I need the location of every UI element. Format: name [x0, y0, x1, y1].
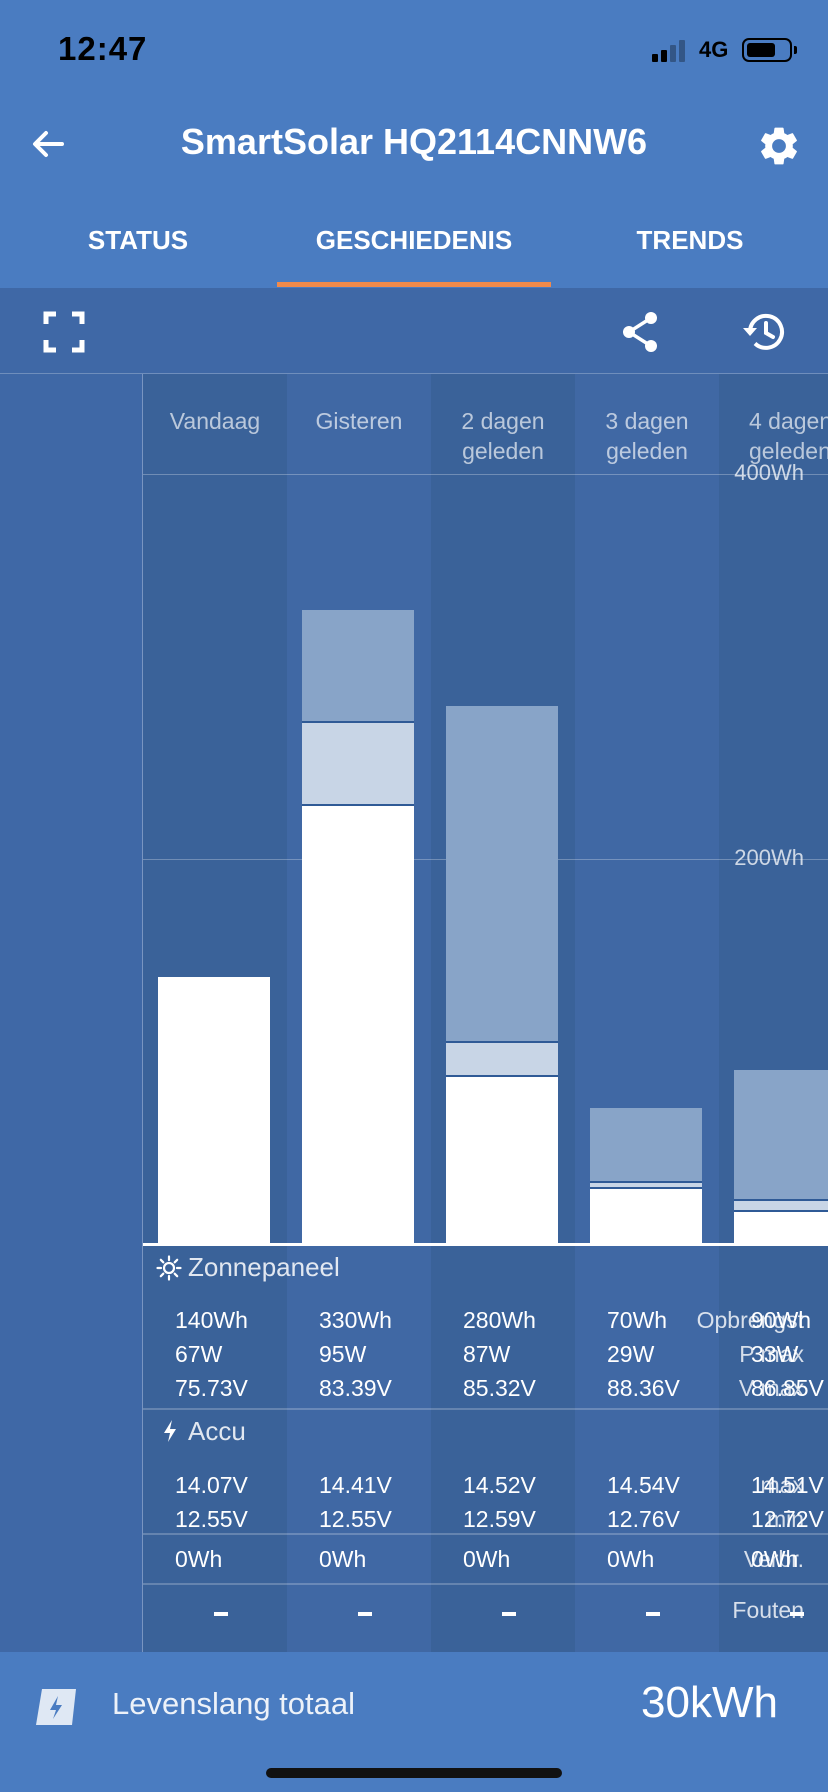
signal-icon [652, 38, 690, 62]
chart-toolbar [0, 288, 828, 374]
solar-cell: 86.85V [751, 1375, 824, 1401]
fullscreen-icon[interactable] [40, 308, 88, 356]
app-header: 12:47 4G SmartSolar HQ2114CNNW6 STATUS G… [0, 0, 828, 288]
page-title: SmartSolar HQ2114CNNW6 [180, 121, 648, 162]
back-arrow-icon[interactable] [26, 122, 70, 166]
column-day-3[interactable] [575, 374, 719, 1652]
battery-cell: 12.59V [463, 1506, 536, 1532]
column-header: 4 dagen geleden [749, 408, 828, 464]
error-dash [790, 1612, 804, 1616]
status-time: 12:47 [58, 30, 148, 67]
y-tick-label: 200Wh [734, 845, 804, 870]
consumption-cell: 0Wh [463, 1546, 511, 1572]
history-icon[interactable] [740, 308, 788, 356]
bar-segment-white [734, 1212, 828, 1243]
bar-segment-light [302, 723, 414, 807]
bar-segment-white [158, 977, 270, 1243]
share-icon[interactable] [616, 308, 664, 356]
bar-segment-mid [590, 1108, 702, 1184]
active-tab-indicator [277, 282, 551, 287]
solar-cell: 330Wh [319, 1307, 392, 1333]
error-dash [358, 1612, 372, 1616]
battery-cell: 12.76V [607, 1506, 680, 1532]
divider [143, 1533, 828, 1535]
solar-cell: 95W [319, 1341, 367, 1367]
bolt-icon [164, 1420, 176, 1442]
column-header: Gisteren [315, 408, 403, 434]
solar-cell: 67W [175, 1341, 223, 1367]
error-dash [502, 1612, 516, 1616]
bar-segment-light [446, 1042, 558, 1078]
column-header: Vandaag [169, 408, 261, 434]
solar-cell: 29W [607, 1341, 655, 1367]
tab-trends[interactable]: TRENDS [636, 225, 744, 255]
bar-segment-mid [446, 705, 558, 1043]
bar-segment-mid [302, 609, 414, 724]
gridline [143, 474, 828, 475]
solar-cell: 88.36V [607, 1375, 680, 1401]
column-day-4[interactable] [719, 374, 828, 1652]
solar-cell: 87W [463, 1341, 511, 1367]
history-chart: Vandaag Gisteren 2 dagen geleden 3 dagen g… [0, 374, 828, 1652]
battery-icon [742, 38, 797, 62]
battery-cell: 14.51V [751, 1472, 824, 1498]
consumption-cell: 0Wh [607, 1546, 655, 1572]
section-label-solar: Zonnepaneel [188, 1252, 340, 1282]
column-header: 2 dagen geleden [461, 408, 545, 464]
row-label-pmax: P max [739, 1341, 804, 1367]
battery-cell: 14.54V [607, 1472, 680, 1498]
solar-cell: 85.32V [463, 1375, 536, 1401]
y-tick-label: 400Wh [734, 460, 804, 485]
battery-cell: 14.41V [319, 1472, 392, 1498]
divider [143, 1408, 828, 1410]
solar-cell: 140Wh [175, 1307, 248, 1333]
consumption-cell: 0Wh [319, 1546, 367, 1572]
gear-icon[interactable] [756, 123, 802, 169]
bar-segment-light [734, 1200, 828, 1213]
solar-cell: 75.73V [175, 1375, 248, 1401]
tab-geschiedenis[interactable]: GESCHIEDENIS [315, 225, 513, 255]
battery-charge-icon [36, 1689, 76, 1725]
bar-segment-light [590, 1183, 702, 1190]
row-label-errors: Fouten [732, 1597, 804, 1623]
error-dash [646, 1612, 660, 1616]
solar-cell: 83.39V [319, 1375, 392, 1401]
solar-cell: 33W [751, 1341, 799, 1367]
lifetime-total-label: Levenslang totaal [112, 1686, 356, 1721]
solar-cell: 70Wh [607, 1307, 668, 1333]
divider [143, 1583, 828, 1585]
bar-segment-mid [734, 1069, 828, 1201]
consumption-cell: 0Wh [751, 1546, 799, 1572]
tab-bar: STATUS GESCHIEDENIS TRENDS [0, 205, 828, 288]
battery-cell: 12.55V [319, 1506, 392, 1532]
section-label-battery: Accu [188, 1416, 246, 1446]
lifetime-total-bar: Levenslang totaal 30kWh [0, 1652, 828, 1792]
sun-icon [156, 1255, 182, 1281]
bar-segment-white [590, 1189, 702, 1243]
row-label-consumption: Verbr. [743, 1546, 804, 1572]
status-bar: 12:47 4G [0, 0, 828, 100]
consumption-cell: 0Wh [175, 1546, 223, 1572]
battery-cell: 12.72V [751, 1506, 824, 1532]
chart-baseline [143, 1243, 828, 1246]
lifetime-total-value: 30kWh [641, 1678, 778, 1727]
home-indicator [266, 1768, 562, 1778]
row-label-yield: Opbrengst [696, 1307, 804, 1333]
column-header: 3 dagen geleden [605, 408, 689, 464]
bar-segment-white [302, 806, 414, 1243]
battery-cell: 14.52V [463, 1472, 536, 1498]
tab-status[interactable]: STATUS [87, 225, 189, 255]
error-dash [214, 1612, 228, 1616]
row-label-column [0, 374, 143, 1652]
row-label-max: max [760, 1472, 804, 1498]
solar-cell: 280Wh [463, 1307, 536, 1333]
battery-cell: 14.07V [175, 1472, 248, 1498]
row-label-vmax: V max [738, 1375, 804, 1401]
battery-cell: 12.55V [175, 1506, 248, 1532]
row-label-min: min [766, 1506, 804, 1532]
solar-cell: 90Wh [751, 1307, 812, 1333]
network-type: 4G [699, 37, 729, 62]
bar-segment-white [446, 1077, 558, 1243]
